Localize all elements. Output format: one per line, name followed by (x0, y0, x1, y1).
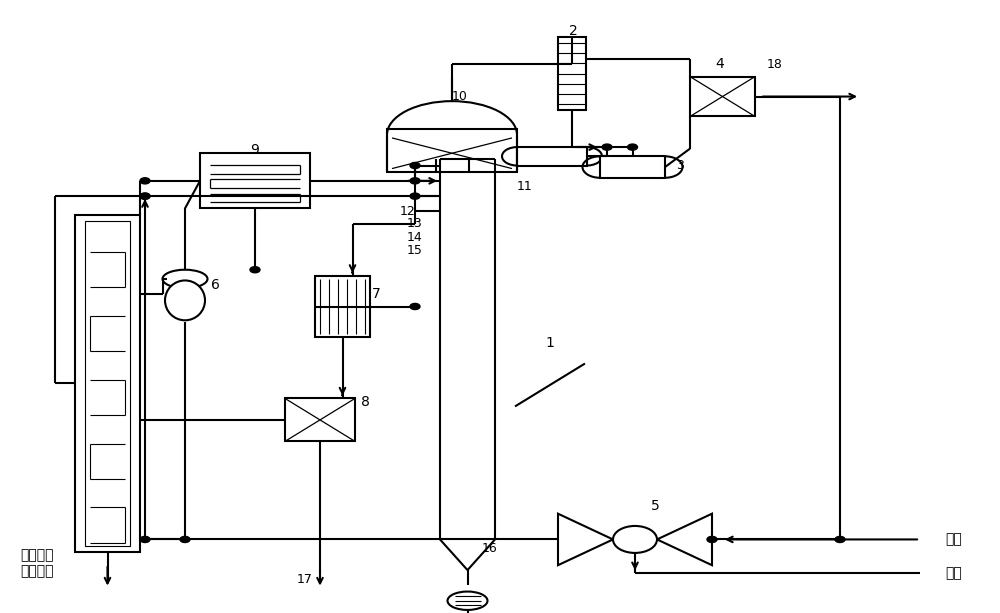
Bar (200, 153, 310, 208)
Text: 5: 5 (651, 499, 659, 512)
Circle shape (140, 193, 150, 199)
Text: 1: 1 (546, 337, 554, 350)
Text: 氢气: 氢气 (945, 533, 962, 546)
Circle shape (180, 536, 190, 543)
Text: 18: 18 (767, 58, 783, 71)
Bar (600, 156, 665, 178)
Text: 14: 14 (407, 230, 423, 244)
Bar (85, 221, 130, 546)
Text: 3: 3 (676, 159, 684, 172)
Text: 9: 9 (251, 143, 259, 157)
Text: 2: 2 (569, 24, 577, 37)
Ellipse shape (165, 281, 205, 321)
Circle shape (140, 536, 150, 543)
Bar (75, 215, 140, 552)
Text: 15: 15 (407, 243, 423, 257)
Text: 氢气氮气: 氢气氮气 (20, 548, 54, 562)
Circle shape (250, 267, 260, 273)
Text: 混合气体: 混合气体 (20, 565, 54, 578)
Ellipse shape (162, 270, 208, 288)
Bar (387, 129, 517, 172)
Text: 17: 17 (297, 573, 313, 586)
Circle shape (410, 303, 420, 310)
Circle shape (410, 162, 420, 169)
Text: 8: 8 (361, 395, 369, 408)
Ellipse shape (448, 592, 488, 610)
Circle shape (628, 144, 638, 150)
Bar (517, 147, 587, 166)
Bar (285, 398, 355, 441)
Text: 11: 11 (517, 180, 533, 194)
Bar (558, 37, 586, 110)
Circle shape (602, 144, 612, 150)
Circle shape (707, 536, 717, 543)
Text: 12: 12 (400, 205, 416, 218)
Circle shape (140, 178, 150, 184)
Text: 乙炔: 乙炔 (945, 566, 962, 580)
Circle shape (410, 193, 420, 199)
Circle shape (835, 536, 845, 543)
Text: 6: 6 (211, 278, 219, 292)
Text: 16: 16 (482, 542, 498, 555)
Circle shape (140, 193, 150, 199)
Circle shape (613, 526, 657, 553)
Bar (690, 77, 755, 116)
Text: 7: 7 (372, 287, 380, 301)
Text: 13: 13 (407, 217, 423, 230)
Text: 4: 4 (716, 58, 724, 71)
Text: 10: 10 (452, 90, 468, 104)
Bar (315, 276, 370, 337)
Circle shape (410, 178, 420, 184)
